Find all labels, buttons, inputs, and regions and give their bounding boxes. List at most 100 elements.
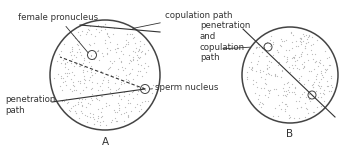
Point — [259, 47, 264, 50]
Point — [100, 25, 106, 27]
Point — [78, 100, 84, 103]
Point — [265, 71, 271, 74]
Point — [289, 32, 294, 35]
Point — [322, 68, 328, 70]
Point — [80, 103, 85, 106]
Point — [296, 99, 302, 102]
Point — [79, 105, 84, 107]
Point — [282, 103, 288, 106]
Point — [99, 51, 105, 54]
Point — [59, 100, 65, 102]
Point — [93, 97, 99, 99]
Point — [69, 71, 75, 74]
Point — [58, 75, 64, 78]
Point — [127, 102, 133, 105]
Point — [58, 85, 63, 87]
Point — [121, 52, 126, 55]
Point — [115, 68, 121, 70]
Point — [320, 75, 326, 78]
Point — [292, 86, 297, 89]
Point — [70, 34, 76, 36]
Point — [289, 41, 295, 44]
Point — [266, 66, 272, 69]
Point — [275, 94, 280, 96]
Point — [102, 41, 108, 44]
Point — [88, 65, 94, 68]
Point — [306, 92, 312, 95]
Point — [86, 102, 91, 104]
Point — [88, 97, 94, 99]
Point — [71, 54, 76, 56]
Point — [75, 80, 81, 83]
Point — [62, 80, 68, 82]
Point — [322, 49, 328, 52]
Point — [301, 91, 307, 94]
Point — [310, 85, 316, 88]
Point — [256, 55, 262, 58]
Point — [124, 78, 129, 81]
Point — [118, 98, 124, 101]
Point — [304, 52, 310, 55]
Point — [318, 78, 324, 81]
Point — [71, 104, 76, 107]
Point — [105, 81, 111, 83]
Point — [89, 86, 95, 89]
Point — [282, 55, 287, 57]
Point — [298, 105, 304, 108]
Point — [71, 89, 77, 92]
Point — [102, 23, 108, 25]
Text: copulation path: copulation path — [133, 10, 233, 28]
Point — [308, 44, 313, 47]
Point — [103, 27, 108, 30]
Point — [301, 66, 306, 69]
Point — [260, 102, 266, 105]
Point — [318, 105, 324, 107]
Point — [135, 55, 141, 58]
Point — [141, 85, 146, 88]
Point — [90, 116, 95, 118]
Point — [67, 88, 72, 90]
Point — [273, 107, 278, 110]
Point — [284, 82, 290, 85]
Point — [283, 38, 288, 41]
Point — [280, 94, 285, 96]
Point — [322, 71, 328, 73]
Point — [82, 82, 87, 85]
Point — [104, 31, 110, 34]
Point — [282, 40, 287, 42]
Point — [130, 58, 136, 61]
Point — [136, 110, 142, 113]
Point — [111, 60, 116, 62]
Point — [87, 79, 92, 81]
Point — [95, 107, 101, 110]
Point — [314, 106, 320, 109]
Point — [146, 49, 151, 51]
Point — [298, 53, 304, 56]
Point — [67, 110, 73, 112]
Point — [136, 70, 141, 72]
Point — [292, 93, 297, 96]
Point — [281, 83, 286, 86]
Text: sperm nucleus: sperm nucleus — [150, 82, 218, 92]
Point — [107, 40, 113, 43]
Point — [115, 101, 121, 104]
Point — [313, 90, 319, 92]
Point — [321, 100, 327, 102]
Point — [109, 74, 114, 76]
Point — [275, 115, 280, 118]
Point — [92, 72, 98, 75]
Point — [141, 66, 147, 69]
Point — [140, 100, 145, 103]
Point — [293, 45, 299, 47]
Point — [100, 78, 105, 81]
Point — [77, 50, 83, 53]
Point — [287, 71, 293, 73]
Point — [326, 64, 332, 67]
Point — [266, 92, 272, 95]
Point — [270, 41, 275, 43]
Point — [119, 59, 124, 62]
Point — [270, 53, 276, 56]
Point — [120, 69, 126, 72]
Point — [329, 77, 334, 80]
Point — [86, 28, 91, 30]
